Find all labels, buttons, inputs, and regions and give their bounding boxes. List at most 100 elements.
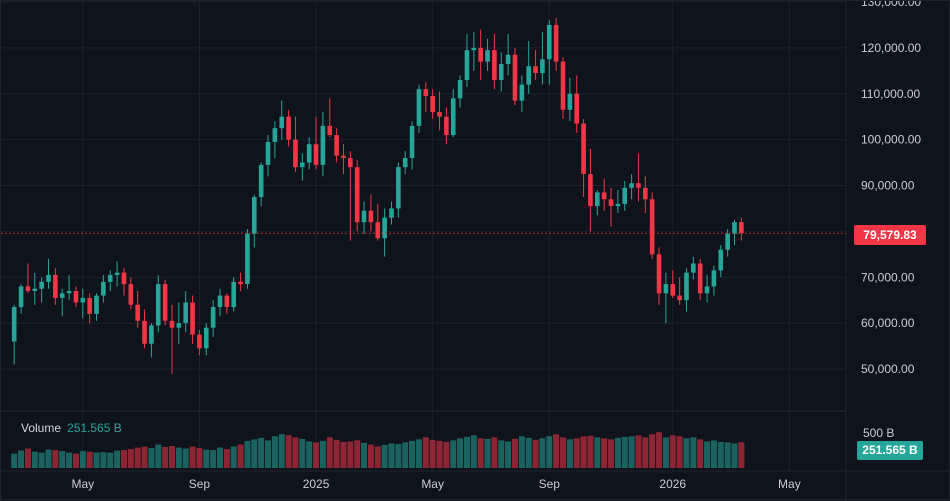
- candle-body: [677, 295, 682, 301]
- candle-body: [258, 164, 264, 197]
- volume-bar: [450, 440, 457, 468]
- candle-body: [162, 284, 168, 321]
- volume-bar: [621, 436, 628, 468]
- volume-bar: [594, 437, 601, 468]
- volume-bar: [107, 452, 114, 468]
- volume-bar: [724, 442, 731, 468]
- volume-bar: [484, 438, 491, 468]
- candle-body: [128, 284, 134, 305]
- volume-bar: [388, 443, 395, 468]
- volume-bar: [738, 442, 745, 468]
- volume-bar: [66, 452, 73, 468]
- grid-layer: [1, 1, 846, 471]
- volume-bar: [518, 436, 525, 468]
- candle-body: [245, 233, 250, 285]
- volume-bar: [45, 449, 52, 468]
- candle-body: [581, 123, 586, 175]
- candle-body: [73, 291, 79, 303]
- volume-bar: [429, 439, 436, 468]
- candle-body: [608, 199, 614, 207]
- volume-bar: [580, 436, 587, 468]
- candle-body: [492, 50, 497, 80]
- candle-body: [498, 63, 504, 80]
- candle-body: [114, 272, 120, 275]
- candle-body: [32, 288, 38, 292]
- volume-bar: [210, 450, 217, 468]
- volume-bar: [601, 438, 608, 468]
- candle-body: [402, 157, 408, 168]
- candle-body: [286, 116, 291, 140]
- volume-bar: [628, 436, 635, 468]
- candle-body: [601, 192, 607, 200]
- volume-bar: [573, 438, 580, 468]
- volume-bar: [24, 448, 31, 468]
- volume-bar: [72, 453, 79, 468]
- volume-bar: [155, 444, 162, 468]
- candle-body: [368, 210, 374, 223]
- volume-bar: [299, 438, 306, 468]
- candle-body: [553, 24, 559, 62]
- candle-body: [574, 93, 580, 124]
- candle-body: [423, 89, 429, 97]
- volume-bar: [347, 441, 354, 468]
- volume-bar: [361, 442, 368, 468]
- volume-bar: [505, 441, 512, 468]
- candle-body: [18, 286, 24, 308]
- volume-legend-value: 251.565 B: [67, 421, 122, 435]
- candle-body: [615, 203, 621, 207]
- candle-body: [183, 302, 188, 324]
- candle-body: [25, 286, 31, 292]
- candle-body: [437, 112, 442, 117]
- price-axis-label: 60,000.00: [861, 316, 915, 330]
- candle-body: [636, 183, 641, 188]
- volume-bar: [333, 439, 340, 468]
- volume-bar: [532, 439, 539, 468]
- volume-bar: [265, 440, 272, 468]
- volume-bar: [340, 441, 347, 468]
- volume-bar: [697, 439, 704, 468]
- candle-body: [327, 125, 333, 136]
- candle-body: [560, 61, 566, 110]
- candle-body: [135, 304, 140, 321]
- volume-bar: [326, 437, 333, 468]
- candle-body: [457, 79, 463, 99]
- volume-bar: [189, 446, 196, 468]
- volume-bar: [546, 436, 553, 468]
- candle-body: [252, 196, 257, 234]
- volume-bar: [608, 439, 615, 468]
- volume-bar: [457, 438, 464, 468]
- candle-body: [649, 199, 655, 255]
- volume-bar: [11, 453, 18, 468]
- price-axis-label: 50,000.00: [861, 362, 915, 376]
- volume-bar: [539, 438, 546, 468]
- volume-bar: [86, 451, 93, 468]
- volume-bar: [141, 446, 148, 468]
- time-axis-label: 2025: [303, 477, 330, 491]
- candle-body: [46, 274, 51, 282]
- volume-scale-label: 500 B: [863, 426, 895, 440]
- price-axis-label: 120,000.00: [861, 41, 921, 55]
- candle-body: [169, 320, 175, 328]
- candle-body: [512, 54, 518, 101]
- candle-body: [80, 297, 86, 303]
- volume-bar: [319, 440, 326, 468]
- volume-bar: [306, 441, 313, 468]
- candle-body: [444, 116, 449, 136]
- candle-body: [121, 272, 127, 285]
- last-price-badge: 79,579.83: [854, 225, 926, 245]
- time-axis-label: May: [71, 477, 94, 491]
- volume-bar: [251, 439, 258, 468]
- volume-bar: [511, 438, 518, 468]
- price-axis-label: 110,000.00: [861, 87, 920, 101]
- candle-body: [320, 125, 326, 165]
- volume-bar: [491, 437, 498, 468]
- candle-body: [567, 93, 573, 110]
- candle-body: [94, 295, 99, 314]
- volume-legend[interactable]: Volume 251.565 B: [21, 421, 122, 435]
- volume-bar: [717, 441, 724, 468]
- volume-bar: [148, 448, 155, 468]
- candle-body: [66, 291, 72, 294]
- volume-bar: [217, 447, 223, 468]
